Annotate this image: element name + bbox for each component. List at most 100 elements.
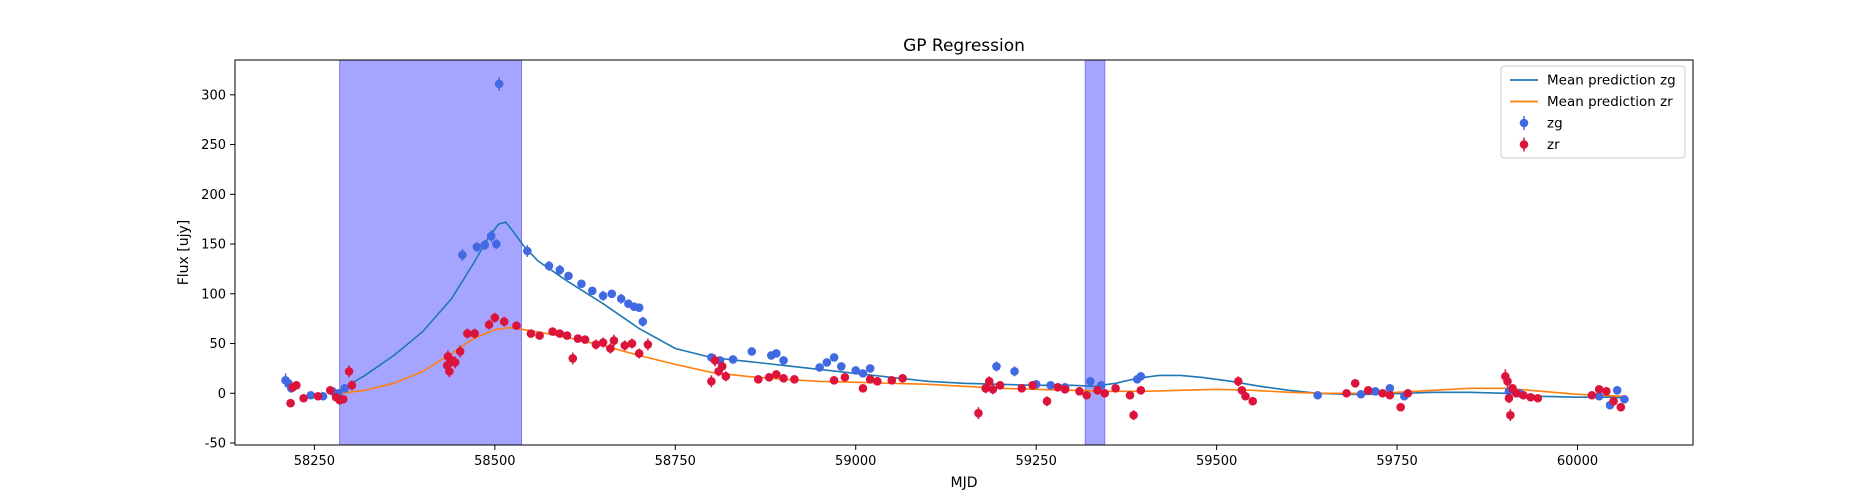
data-point	[463, 328, 472, 339]
point-marker	[1053, 382, 1063, 392]
point-marker	[577, 279, 586, 289]
shaded-region	[339, 59, 523, 446]
point-marker	[609, 336, 619, 345]
point-marker	[299, 393, 308, 403]
legend-label: zr	[1547, 137, 1560, 153]
point-marker	[829, 353, 839, 362]
data-point	[1594, 384, 1604, 394]
data-point	[1371, 386, 1380, 396]
data-point	[634, 303, 644, 313]
chart-title: GP Regression	[903, 36, 1025, 56]
data-point	[455, 345, 465, 358]
data-point	[1342, 388, 1351, 398]
data-point	[564, 271, 573, 281]
point-marker	[1111, 383, 1120, 393]
data-point	[591, 339, 601, 350]
point-marker	[607, 289, 617, 299]
data-point	[1125, 390, 1135, 400]
point-marker	[1620, 394, 1629, 404]
point-marker	[772, 370, 781, 379]
point-marker	[484, 320, 494, 329]
data-point	[829, 353, 839, 362]
point-marker	[851, 366, 861, 375]
point-marker	[1533, 393, 1543, 403]
point-marker	[1587, 390, 1597, 400]
point-marker	[1342, 388, 1351, 398]
point-marker	[616, 294, 626, 304]
point-marker	[1594, 391, 1604, 401]
data-point	[1594, 391, 1604, 401]
point-marker	[598, 291, 608, 301]
data-point	[992, 361, 1001, 372]
point-marker	[494, 79, 504, 89]
data-point	[472, 242, 482, 253]
data-point	[984, 376, 994, 387]
legend-label: Mean prediction zg	[1547, 73, 1676, 89]
point-marker	[974, 408, 983, 418]
point-marker	[747, 347, 757, 356]
data-point	[1504, 393, 1514, 404]
point-marker	[1060, 384, 1070, 394]
point-marker	[858, 369, 868, 378]
y-tick-label: 300	[201, 88, 226, 103]
data-point	[450, 356, 460, 369]
data-point	[721, 371, 731, 382]
data-point	[340, 383, 350, 393]
point-marker	[591, 340, 601, 349]
data-point	[974, 407, 983, 420]
point-marker	[292, 381, 301, 390]
data-point	[1129, 410, 1138, 421]
point-marker	[1248, 396, 1258, 406]
point-marker	[562, 331, 572, 340]
legend-frame	[1500, 65, 1686, 159]
point-marker	[1506, 410, 1515, 420]
point-marker	[1511, 388, 1521, 398]
point-marker	[858, 383, 868, 393]
data-point	[1233, 376, 1243, 387]
data-point	[458, 249, 467, 261]
data-point	[840, 373, 850, 382]
x-tick-label: 60000	[1557, 454, 1598, 469]
y-tick-label: 250	[201, 138, 226, 153]
point-marker	[753, 375, 763, 384]
point-marker	[1594, 384, 1604, 394]
y-tick-label: 0	[218, 387, 226, 402]
point-marker	[1403, 388, 1413, 398]
point-marker	[1028, 381, 1037, 390]
data-point	[753, 375, 763, 384]
point-marker	[470, 329, 479, 338]
x-axis-title: MJD	[951, 475, 978, 491]
data-point	[344, 365, 354, 378]
point-marker	[491, 239, 501, 249]
data-point	[790, 375, 799, 384]
point-marker	[620, 341, 630, 350]
point-marker	[286, 398, 295, 408]
y-tick-label: 150	[201, 238, 226, 253]
point-marker	[1093, 385, 1102, 395]
data-point	[445, 365, 454, 378]
data-point	[627, 338, 637, 349]
point-marker	[840, 373, 850, 382]
data-point	[1241, 391, 1250, 401]
point-marker	[1010, 367, 1019, 376]
data-point	[1378, 388, 1387, 398]
point-marker	[325, 385, 335, 395]
point-marker	[526, 329, 536, 338]
point-marker	[643, 340, 653, 349]
data-point	[1136, 372, 1146, 381]
point-marker	[634, 303, 644, 313]
data-point	[1248, 396, 1258, 406]
point-marker	[555, 329, 565, 338]
y-tick-label: 50	[209, 337, 226, 352]
data-point	[1526, 392, 1535, 402]
data-point	[535, 331, 544, 340]
x-tick-label: 58250	[294, 454, 335, 469]
legend: Mean prediction zg Mean prediction zr zg zr	[1500, 65, 1686, 159]
data-point	[526, 329, 536, 338]
point-marker	[340, 383, 350, 393]
data-point	[836, 362, 846, 371]
point-marker	[512, 321, 521, 330]
data-point	[1350, 379, 1360, 388]
point-marker	[306, 390, 316, 400]
point-marker	[984, 377, 994, 386]
